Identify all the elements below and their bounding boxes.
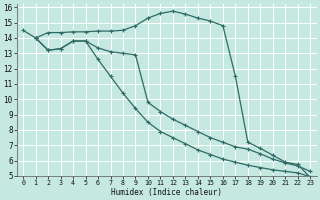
- X-axis label: Humidex (Indice chaleur): Humidex (Indice chaleur): [111, 188, 222, 197]
